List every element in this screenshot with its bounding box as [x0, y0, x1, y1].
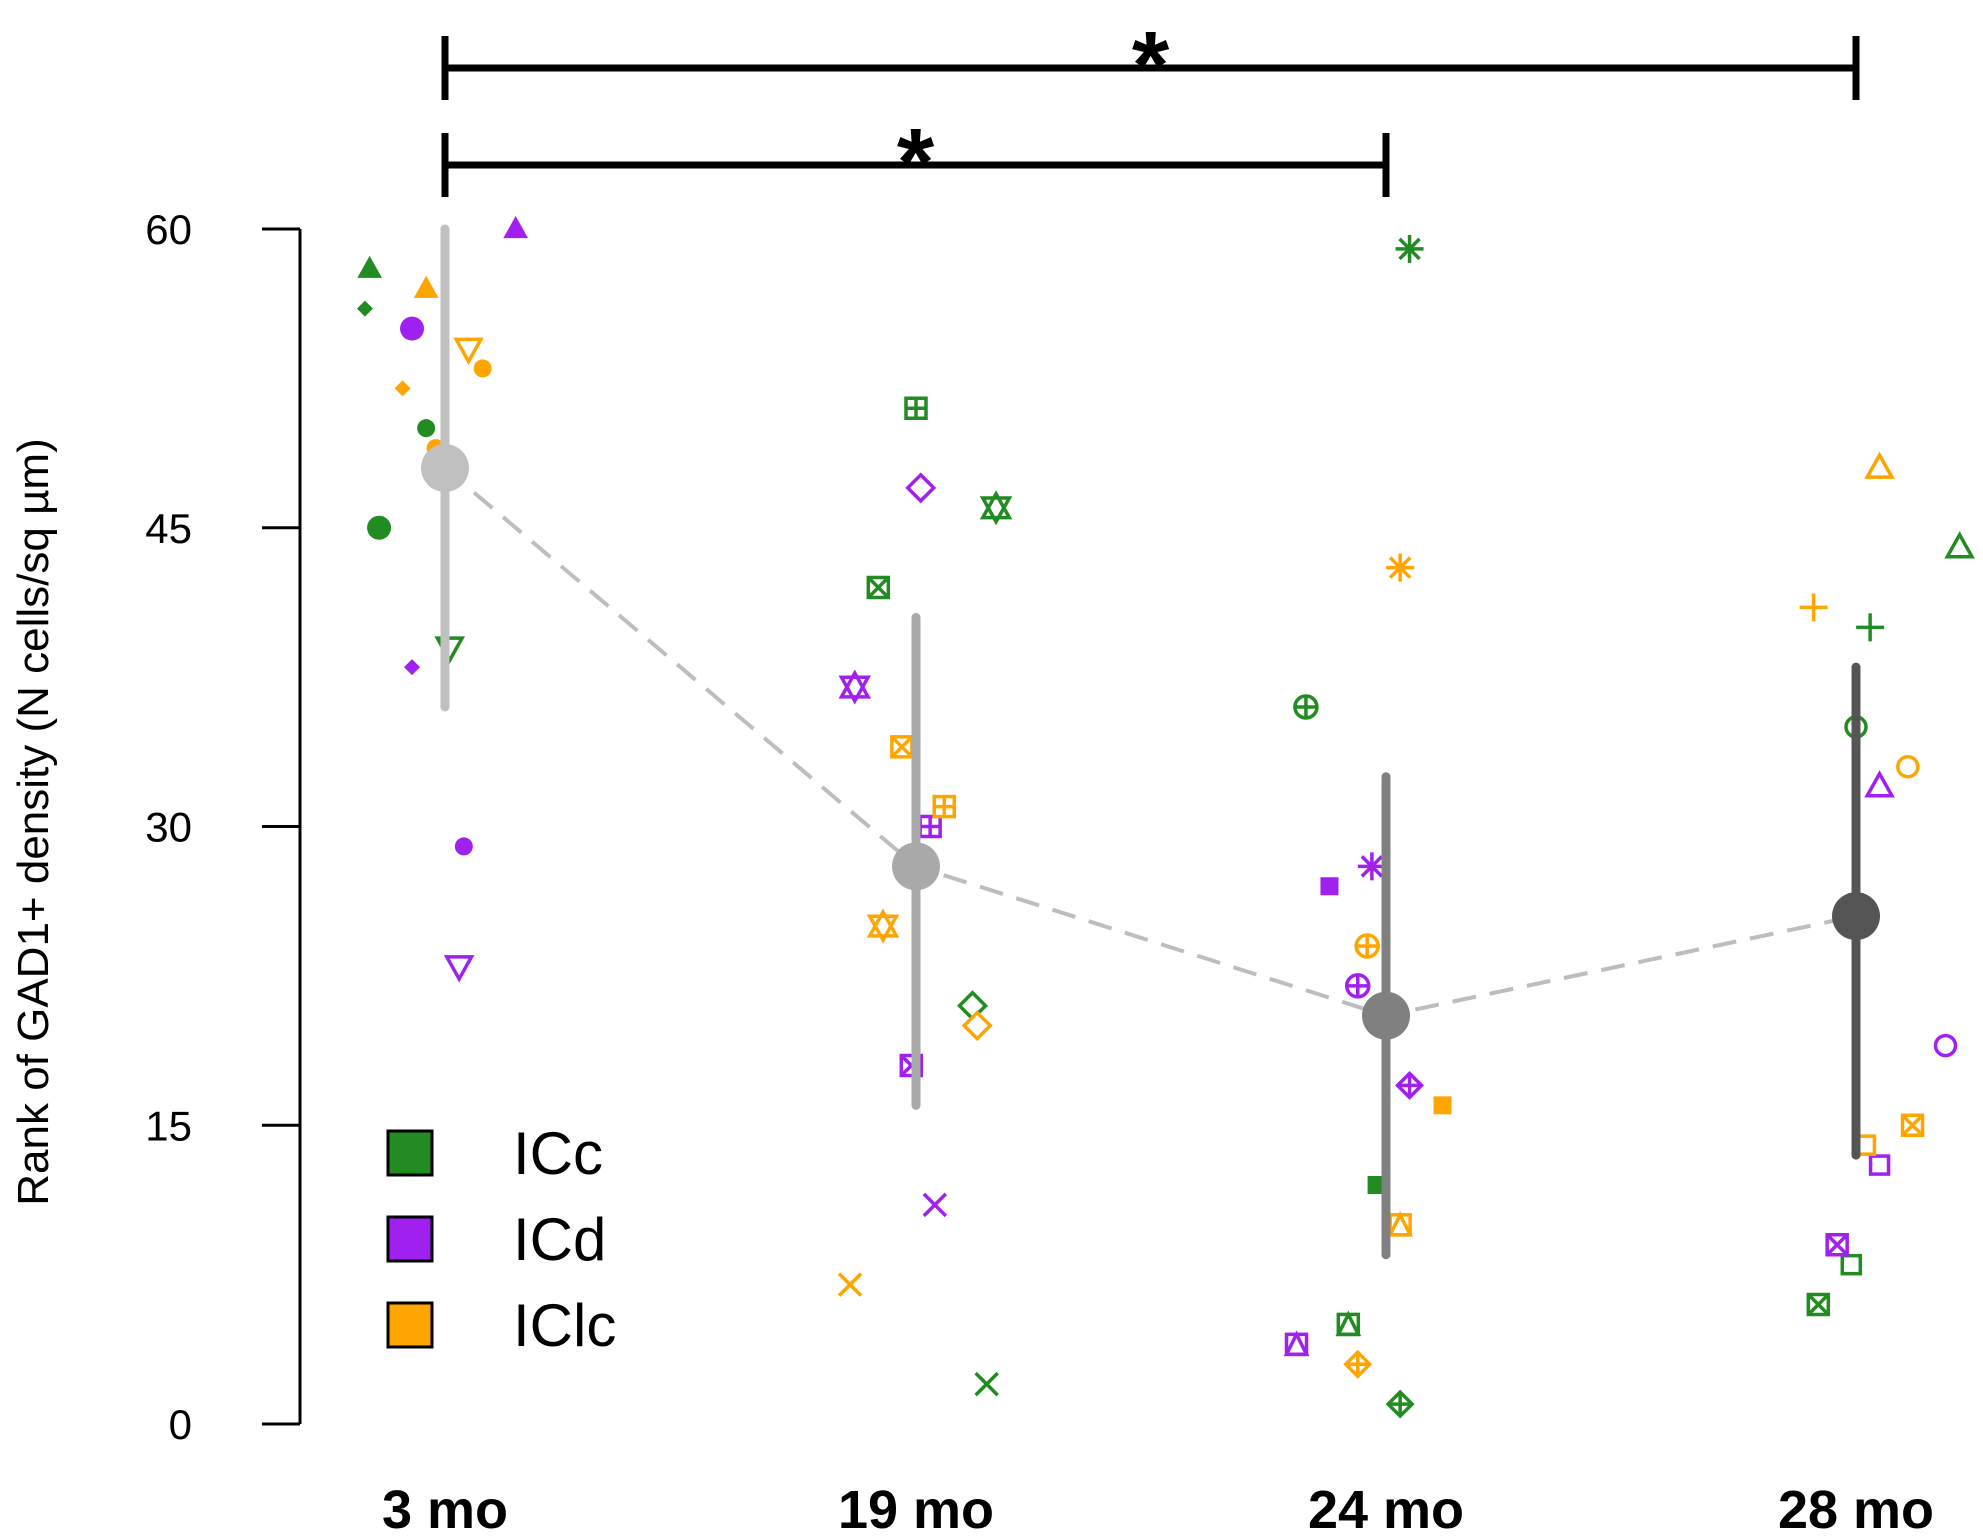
data-point-iclc: [1900, 1113, 1925, 1137]
legend-label: ICc: [513, 1120, 603, 1187]
data-point-iclc: [394, 380, 411, 397]
significance-star: *: [897, 109, 935, 216]
data-point-icd: [443, 955, 475, 983]
data-point-iclc: [413, 275, 439, 298]
data-point-iclc: [890, 735, 914, 759]
data-point-icc: [367, 515, 392, 540]
data-point-icd: [1357, 852, 1386, 881]
data-point-icc: [1856, 613, 1885, 642]
x-tick-label: 28 mo: [1778, 1480, 1934, 1539]
data-point-icc: [356, 300, 373, 317]
y-tick-label: 30: [145, 804, 192, 851]
significance-brackets: **: [441, 12, 1860, 216]
data-point-icc: [1806, 1292, 1831, 1317]
y-axis: 0 15 30 45 60: [145, 206, 302, 1448]
data-point-icd: [1933, 1033, 1958, 1058]
data-point-iclc: [1387, 1210, 1413, 1237]
data-point-icc: [866, 575, 891, 600]
data-point-icd: [1868, 1154, 1891, 1176]
data-point-icd: [1825, 1233, 1849, 1257]
y-tick-label: 45: [145, 505, 192, 552]
data-point-icd: [918, 814, 942, 839]
legend-label: IClc: [513, 1292, 616, 1359]
data-point-icc: [974, 1371, 999, 1397]
mean-trend-dashed-line: [443, 466, 1857, 1018]
data-point-icc: [1385, 1389, 1415, 1419]
y-tick-label: 15: [145, 1102, 192, 1149]
y-tick-label: 60: [145, 206, 192, 253]
data-point-icd: [1344, 973, 1371, 999]
data-point-icd: [1320, 877, 1339, 896]
data-point-icc: [357, 255, 382, 278]
data-point-iclc: [1433, 1096, 1452, 1115]
data-point-icd: [503, 216, 528, 239]
data-point-iclc: [1354, 933, 1380, 959]
data-point-icd: [404, 659, 421, 676]
data-point-iclc: [837, 1272, 863, 1297]
mean-point: [892, 842, 940, 891]
legend: ICc ICd IClc: [386, 1120, 616, 1359]
data-point-icd: [1864, 770, 1895, 798]
data-point-iclc: [473, 359, 492, 378]
x-tick-label: 3 mo: [382, 1480, 508, 1539]
mean-point: [1832, 892, 1880, 941]
mean-point: [421, 444, 469, 492]
data-point-iclc: [1799, 593, 1828, 622]
data-point-icc: [1335, 1310, 1362, 1337]
data-point-icc: [1367, 1176, 1386, 1194]
data-point-iclc: [1864, 451, 1895, 479]
data-point-iclc: [1896, 755, 1920, 779]
data-point-icc: [904, 396, 928, 420]
data-point-icc: [1840, 1253, 1863, 1276]
data-point-icd: [1395, 1070, 1425, 1100]
data-point-icd: [922, 1192, 948, 1218]
legend-label: ICd: [513, 1206, 606, 1273]
data-point-icc: [979, 490, 1013, 526]
data-point-iclc: [1343, 1349, 1373, 1379]
data-point-iclc: [932, 794, 957, 819]
y-tick-label: 0: [169, 1401, 192, 1448]
data-point-icd: [838, 669, 872, 705]
legend-swatch: [386, 1129, 434, 1177]
x-tick-label: 24 mo: [1308, 1480, 1464, 1539]
x-axis-labels: 3 mo 19 mo 24 mo 28 mo: [382, 1480, 1934, 1539]
data-point-icc: [1944, 531, 1975, 559]
data-point-iclc: [961, 1010, 993, 1042]
y-axis-label: Rank of GAD1+ density (N cells/sq µm): [9, 438, 58, 1206]
data-point-icd: [1283, 1330, 1310, 1357]
data-points: [356, 216, 1975, 1419]
data-point-iclc: [1386, 553, 1415, 582]
mean-trend-line: [443, 466, 1857, 1018]
legend-swatch: [386, 1215, 434, 1263]
data-point-iclc: [866, 908, 900, 944]
data-point-icc: [417, 419, 436, 438]
group-summaries: [421, 224, 1880, 1260]
data-point-icd: [400, 316, 425, 341]
data-point-iclc: [453, 337, 484, 366]
legend-swatch: [386, 1301, 434, 1349]
significance-star: *: [1132, 12, 1170, 119]
data-point-icc: [1395, 234, 1424, 263]
mean-point: [1362, 991, 1410, 1040]
data-point-icd: [454, 837, 473, 856]
data-point-icc: [1293, 694, 1319, 720]
x-tick-label: 19 mo: [838, 1480, 994, 1539]
data-point-icd: [905, 472, 937, 504]
